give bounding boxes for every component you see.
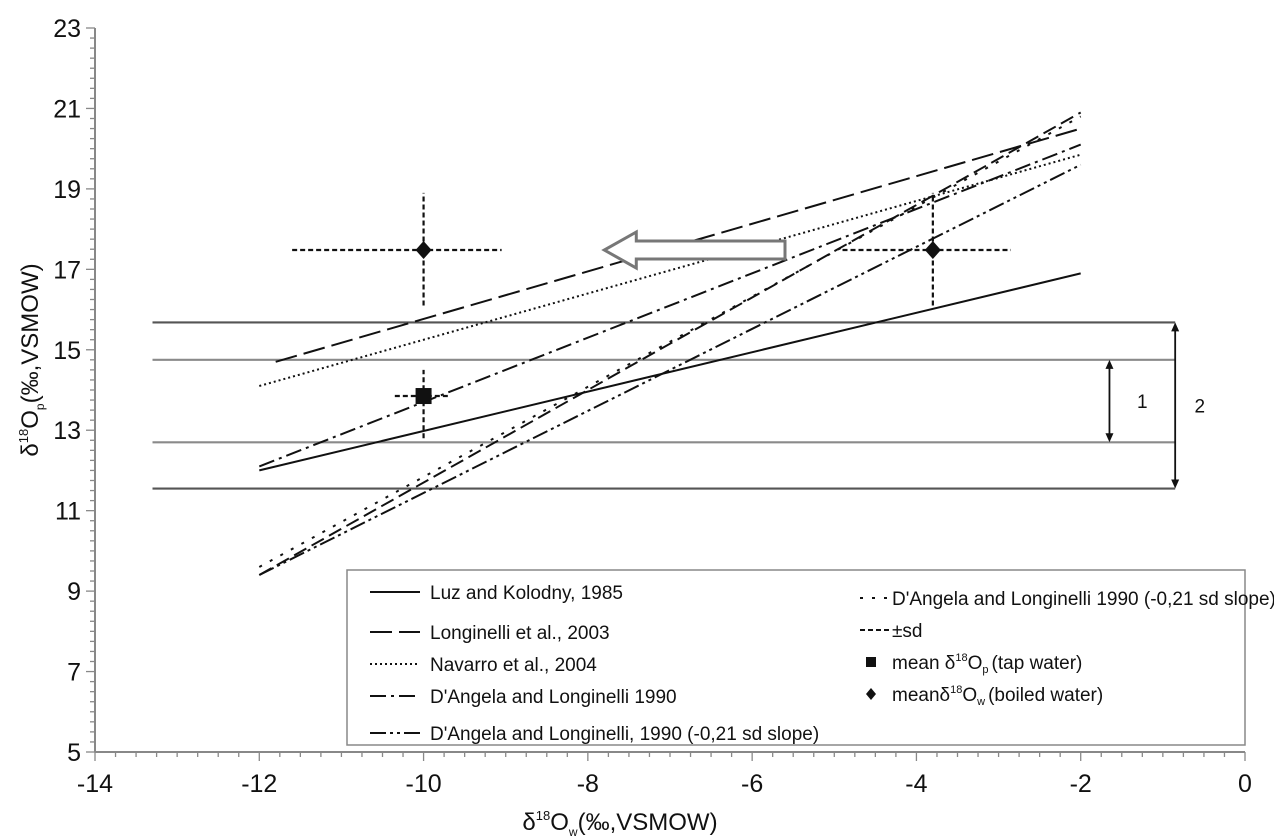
legend-label: meanδ18Ow (boiled water) (892, 684, 1103, 708)
x-tick-label: -2 (1070, 770, 1092, 798)
y-tick-label: 5 (67, 739, 81, 767)
axes (86, 27, 1246, 761)
title-superscript: 18 (16, 429, 31, 443)
y-tick-label: 19 (53, 176, 81, 204)
legend-label: mean δ18Op (tap water) (892, 652, 1082, 676)
series-line (258, 163, 1082, 576)
band-label: 2 (1195, 396, 1206, 417)
legend-label: D'Angela and Longinelli, 1990 (-0,21 sd … (430, 724, 819, 745)
legend-label-part: O (962, 685, 977, 706)
x-tick-label: -10 (406, 770, 442, 798)
y-tick-label: 17 (53, 256, 81, 284)
arrow-shape (601, 229, 787, 271)
band-arrow-head-top (1171, 322, 1180, 332)
legend-label-part: O (968, 653, 983, 674)
diamond-marker (924, 241, 941, 260)
legend-label-sub: p (982, 664, 988, 676)
series-line (258, 115, 1082, 568)
legend-label-part: mean δ (892, 653, 955, 674)
x-tick-label: -4 (905, 770, 927, 798)
y-tick-label: 23 (53, 15, 81, 43)
title-main: O (17, 410, 44, 429)
band-arrow-head-top (1105, 359, 1114, 369)
legend-label: Luz and Kolodny, 1985 (430, 583, 623, 604)
legend: Luz and Kolodny, 1985 Longinelli et al., … (346, 569, 1274, 746)
x-axis-title: δ18Ow(‰,VSMOW) (522, 808, 717, 837)
legend-label-part: (tap water) (992, 653, 1083, 674)
legend-box (346, 569, 1246, 746)
x-tick-label: -12 (241, 770, 277, 798)
x-tick-label: -14 (77, 770, 113, 798)
series-line (258, 143, 1082, 468)
square-marker (415, 388, 432, 405)
legend-label: D'Angela and Longinelli 1990 (430, 687, 677, 708)
legend-diamond-symbol (866, 688, 876, 700)
title-superscript: 18 (536, 808, 550, 823)
title-prefix: δ (522, 809, 535, 836)
legend-square-symbol (866, 657, 876, 667)
legend-label: Longinelli et al., 2003 (430, 623, 610, 644)
legend-label-part: meanδ (892, 685, 950, 706)
legend-label: Navarro et al., 2004 (430, 655, 597, 676)
title-subscript: p (33, 403, 47, 410)
shift-arrow (601, 229, 787, 271)
legend-label: D'Angela and Longinelli 1990 (-0,21 sd s… (892, 589, 1274, 610)
y-tick-label: 9 (67, 578, 81, 606)
series-lines (258, 111, 1082, 576)
legend-label-part: (boiled water) (988, 685, 1103, 706)
legend-label-sub: w (976, 696, 985, 708)
band-arrow-head-bottom (1171, 479, 1180, 489)
title-main: O (550, 809, 569, 836)
legend-label-sup: 18 (950, 684, 962, 696)
title-subscript: w (568, 825, 578, 837)
x-tick-label: -6 (741, 770, 763, 798)
legend-label-sup: 18 (955, 652, 967, 664)
series-line (259, 153, 1081, 387)
data-points (415, 241, 941, 405)
y-tick-label: 21 (53, 95, 81, 123)
title-prefix: δ (17, 443, 44, 456)
y-tick-label: 11 (55, 498, 81, 526)
title-suffix: (‰,VSMOW) (17, 263, 44, 403)
y-tick-label: 13 (53, 417, 81, 445)
legend-label: ±sd (892, 621, 923, 642)
series-line (259, 272, 1081, 472)
series-line (258, 111, 1082, 576)
y-tick-label: 15 (53, 337, 81, 365)
axis-titles: δ18Ow(‰,VSMOW)δ18Op(‰,VSMOW) (16, 263, 718, 837)
x-tick-label: 0 (1238, 770, 1252, 798)
y-axis-title: δ18Op(‰,VSMOW) (16, 263, 47, 456)
band-label: 1 (1137, 392, 1148, 413)
x-tick-label: -8 (577, 770, 599, 798)
title-suffix: (‰,VSMOW) (578, 809, 718, 836)
y-tick-label: 7 (67, 659, 81, 687)
diamond-marker (415, 241, 432, 260)
band-arrow-head-bottom (1105, 433, 1114, 443)
